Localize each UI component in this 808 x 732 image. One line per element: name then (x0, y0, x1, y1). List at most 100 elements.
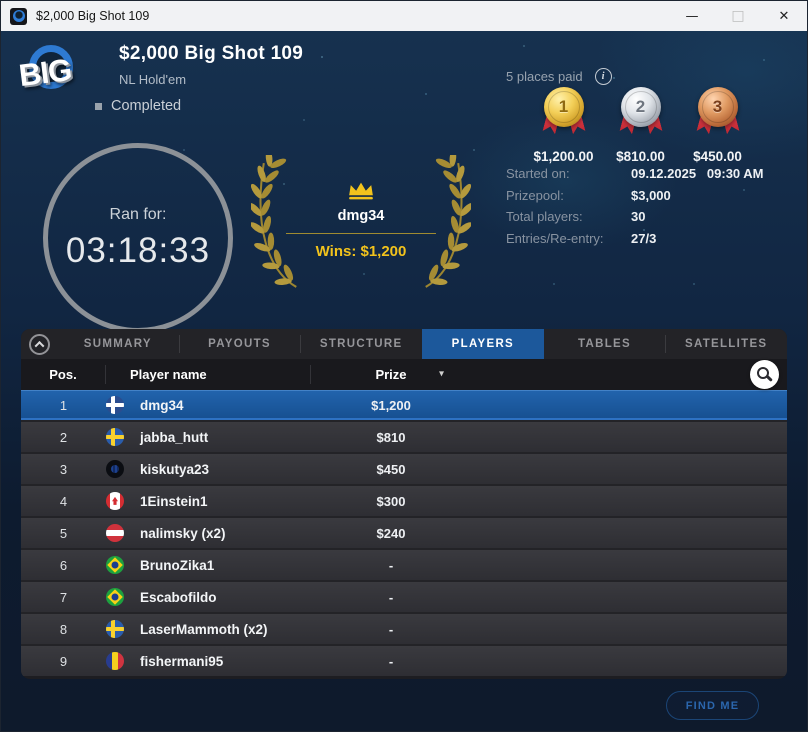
country-flag-icon (106, 651, 124, 670)
maximize-button[interactable]: □ (715, 1, 761, 31)
table-row[interactable]: 9 fishermani95 - (21, 646, 787, 676)
position-cell: 9 (59, 653, 68, 669)
table-header: Pos. Player name Prize ▾ (21, 359, 787, 390)
table-row[interactable]: 3 kiskutya23 $450 (21, 454, 787, 484)
minimize-button[interactable]: — (669, 1, 715, 31)
info-icon[interactable]: i (594, 68, 612, 85)
medal-icon: 2 (620, 87, 661, 127)
prize-cell: - (388, 653, 394, 669)
stat-row: Entries/Re-entry: 27/3 (506, 228, 764, 250)
ran-for-circle: Ran for: 03:18:33 (43, 143, 233, 333)
position-cell: 2 (59, 429, 68, 445)
table-row[interactable]: 8 LaserMammoth (x2) - (21, 614, 787, 644)
ran-for-time: 03:18:33 (65, 230, 211, 270)
big-logo: BIG (17, 39, 95, 107)
logo-text: BIG (17, 51, 74, 94)
close-button[interactable]: ✕ (761, 1, 807, 31)
medal-place: 3 (712, 97, 723, 116)
laurel-branch-icon (251, 155, 297, 288)
position-cell: 6 (59, 557, 68, 573)
stat-label: Started on: (506, 166, 570, 182)
window-title: $2,000 Big Shot 109 (36, 9, 150, 23)
country-flag-icon (106, 587, 124, 606)
position-cell: 3 (59, 461, 68, 477)
crown-icon (349, 182, 373, 200)
prize-header-label: Prize (375, 367, 407, 382)
player-name-cell: dmg34 (140, 397, 184, 413)
tabs: SUMMARY PAYOUTS STRUCTURE PLAYERS TABLES… (57, 329, 787, 359)
table-row[interactable]: 5 nalimsky (x2) $240 (21, 518, 787, 548)
position-cell: 1 (59, 397, 68, 413)
medal-prize: $1,200.00 (533, 149, 594, 164)
tab-satellites[interactable]: SATELLITES (665, 329, 787, 359)
stat-value: 30 (631, 209, 646, 225)
window-titlebar[interactable]: $2,000 Big Shot 109 — □ ✕ (1, 1, 807, 31)
chevron-up-icon (34, 340, 44, 351)
places-paid-label: 5 places paid (506, 69, 583, 84)
tab-summary[interactable]: SUMMARY (57, 329, 179, 359)
player-name-cell: 1Einstein1 (140, 493, 208, 509)
player-name-cell: fishermani95 (140, 653, 224, 669)
winner-prize: Wins: $1,200 (315, 243, 407, 260)
medal: 3 $450.00 (679, 87, 756, 164)
status-label: Completed (111, 98, 182, 114)
player-name-cell: Escabofildo (140, 589, 217, 605)
tab-structure[interactable]: STRUCTURE (300, 329, 422, 359)
winner-name: dmg34 (337, 208, 385, 224)
prize-cell: $240 (376, 525, 406, 541)
game-type: NL Hold'em (119, 72, 187, 87)
winner-laurel: dmg34 Wins: $1,200 (247, 149, 475, 297)
medal-prize: $810.00 (616, 149, 665, 164)
prize-cell: - (388, 621, 394, 637)
position-cell: 4 (59, 493, 68, 509)
player-name-cell: LaserMammoth (x2) (140, 621, 268, 637)
tab-players[interactable]: PLAYERS (422, 329, 544, 359)
table-row[interactable]: 7 Escabofildo - (21, 582, 787, 612)
table-row[interactable]: 6 BrunoZika1 - (21, 550, 787, 580)
position-cell: 8 (59, 621, 68, 637)
tournament-status: Completed (95, 98, 181, 114)
medals-row: 1 $1,200.00 2 $810.00 (525, 87, 756, 164)
position-cell: 5 (59, 525, 68, 541)
table-row[interactable]: 1 dmg34 $1,200 (21, 390, 787, 420)
player-name-cell: nalimsky (x2) (140, 525, 226, 541)
app-icon (10, 7, 27, 25)
stat-label: Total players: (506, 209, 583, 225)
window-controls: — □ ✕ (669, 1, 807, 31)
search-button[interactable] (750, 360, 779, 389)
tab-tables[interactable]: TABLES (544, 329, 666, 359)
prize-header[interactable]: Prize ▾ (311, 367, 471, 382)
places-paid: 5 places paid i (506, 68, 612, 85)
status-bullet-icon (95, 102, 102, 110)
medal-prize: $450.00 (693, 149, 742, 164)
medal: 2 $810.00 (602, 87, 679, 164)
find-me-button[interactable]: FIND ME (666, 691, 759, 720)
search-icon (757, 367, 769, 379)
app-icon-glyph (12, 10, 25, 22)
tab-bar: SUMMARY PAYOUTS STRUCTURE PLAYERS TABLES… (21, 329, 787, 359)
stat-row: Total players: 30 (506, 206, 764, 228)
stat-row: Started on: 09.12.2025 09:30 AM (506, 163, 764, 185)
player-name-cell: BrunoZika1 (140, 557, 215, 573)
ran-for-label: Ran for: (109, 205, 167, 223)
winner-divider (286, 233, 436, 234)
players-table: 1 dmg34 $1,200 2 jabba_hutt $810 3 (21, 390, 787, 676)
country-flag-icon (106, 619, 124, 638)
collapse-button[interactable] (21, 329, 57, 359)
stat-label: Entries/Re-entry: (506, 230, 604, 246)
prize-cell: $450 (376, 461, 406, 477)
tournament-title: $2,000 Big Shot 109 (119, 43, 304, 64)
player-name-header: Player name (106, 365, 311, 384)
table-row[interactable]: 4 1Einstein1 $300 (21, 486, 787, 516)
country-flag-icon (106, 459, 124, 478)
chevron-down-icon[interactable]: ▾ (439, 368, 445, 380)
country-flag-icon (106, 523, 124, 542)
lobby-panel: SUMMARY PAYOUTS STRUCTURE PLAYERS TABLES… (21, 329, 787, 679)
prize-cell: - (388, 557, 394, 573)
table-row[interactable]: 2 jabba_hutt $810 (21, 422, 787, 452)
country-flag-icon (106, 395, 124, 414)
stat-value: $3,000 (631, 187, 671, 203)
player-name-cell: kiskutya23 (140, 461, 210, 477)
tab-payouts[interactable]: PAYOUTS (178, 329, 301, 359)
